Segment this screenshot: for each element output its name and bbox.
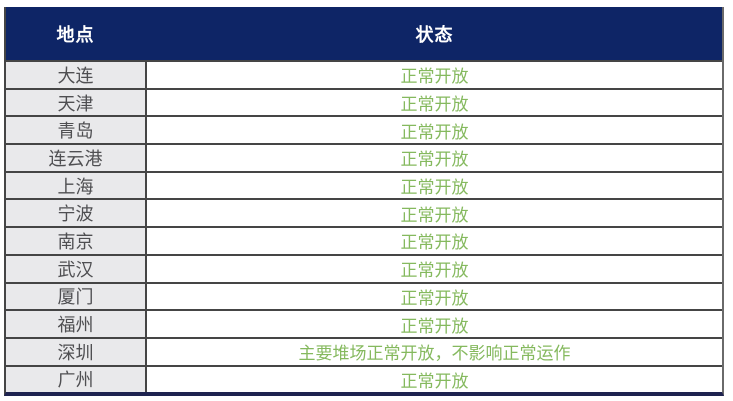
location-cell: 青岛 xyxy=(6,117,147,144)
table-row: 福州 正常开放 xyxy=(6,309,722,337)
table-row: 厦门 正常开放 xyxy=(6,281,722,310)
table-body: 大连 正常开放 天津 正常开放 青岛 正常开放 连云港 正常开放 上海 正常开放 宁波 正常开放 南京正… xyxy=(6,60,722,393)
table-row: 天津 正常开放 xyxy=(6,87,722,116)
table-row: 上海 正常开放 xyxy=(6,170,722,199)
table-row: 大连 正常开放 xyxy=(6,60,722,88)
status-cell: 正常开放 xyxy=(147,228,722,254)
location-cell: 福州 xyxy=(6,311,147,337)
location-cell: 厦门 xyxy=(6,283,147,310)
table-row: 连云港 正常开放 xyxy=(6,143,722,171)
location-cell: 武汉 xyxy=(6,255,147,282)
status-cell: 正常开放 xyxy=(147,117,722,144)
location-cell: 深圳 xyxy=(6,338,147,365)
location-cell: 大连 xyxy=(6,62,147,88)
status-cell: 正常开放 xyxy=(147,255,722,282)
location-cell: 广州 xyxy=(6,366,147,393)
table-row: 深圳 主要堆场正常开放，不影响正常运作 xyxy=(6,336,722,365)
table-row: 广州 正常开放 xyxy=(6,364,722,393)
status-cell: 正常开放 xyxy=(147,283,722,310)
table-row: 青岛 正常开放 xyxy=(6,115,722,144)
table-row: 武汉 正常开放 xyxy=(6,253,722,282)
status-cell: 正常开放 xyxy=(147,145,722,171)
table-row: 宁波 正常开放 xyxy=(6,198,722,227)
location-cell: 天津 xyxy=(6,89,147,116)
table-header-row: 地点 状态 xyxy=(6,7,722,60)
status-cell: 正常开放 xyxy=(147,366,722,393)
column-header-status: 状态 xyxy=(415,24,454,46)
table-row: 南京 正常开放 xyxy=(6,226,722,254)
location-cell: 连云港 xyxy=(6,145,147,171)
column-header-location: 地点 xyxy=(6,7,147,60)
status-cell: 正常开放 xyxy=(147,62,722,88)
location-cell: 上海 xyxy=(6,172,147,199)
status-cell: 正常开放 xyxy=(147,89,722,116)
status-cell: 正常开放 xyxy=(147,200,722,227)
status-cell: 主要堆场正常开放，不影响正常运作 xyxy=(147,338,722,365)
status-cell: 正常开放 xyxy=(147,311,722,337)
port-status-table: 地点 状态 大连 正常开放 天津 正常开放 青岛 正常开放 连云港 正常开放 上海 正常开放 宁波正… xyxy=(4,7,724,397)
location-cell: 南京 xyxy=(6,228,147,254)
location-cell: 宁波 xyxy=(6,200,147,227)
status-cell: 正常开放 xyxy=(147,172,722,199)
